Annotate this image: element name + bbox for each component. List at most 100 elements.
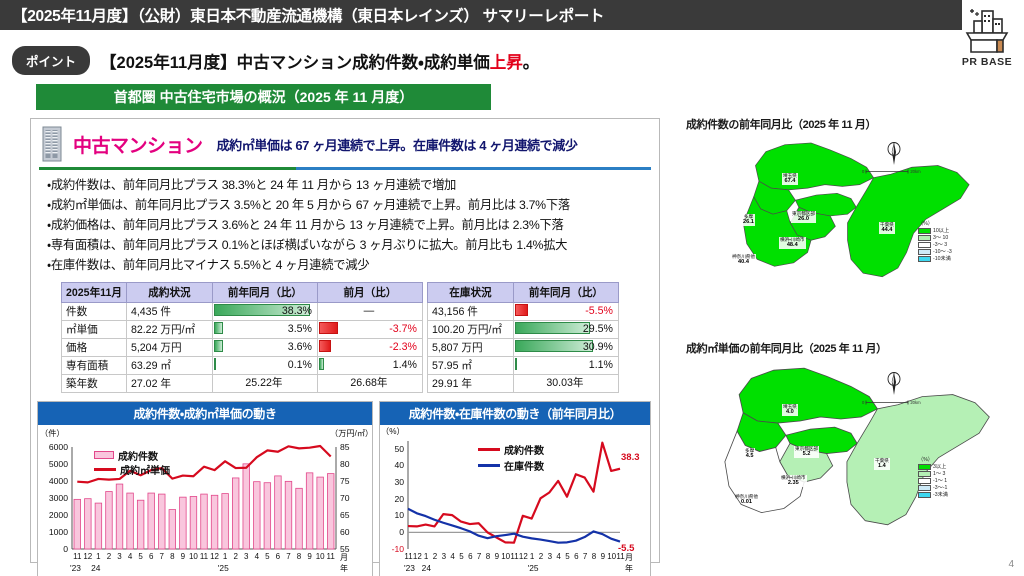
bullet-list: ・成約件数は、前年同月比プラス 38.3%と 24 年 11 月から 13 ヶ月… [31, 170, 659, 276]
legend-label: 10以上 [933, 228, 950, 234]
bar [189, 495, 198, 549]
map-label-2: 東京都区部 5.2 [794, 446, 819, 458]
x-axis-year: 24 [91, 562, 101, 573]
map-label-5: 千葉県 1.4 [874, 458, 890, 470]
col-period: 2025年11月 [61, 281, 127, 303]
x-axis-tick: 3 [441, 551, 447, 561]
map-label-value: 40.4 [738, 259, 749, 266]
panel-title: 中古マンション [73, 135, 203, 157]
table-cell: 30.03年 [512, 373, 619, 393]
value-bar [318, 358, 325, 371]
x-axis-tick: 7 [582, 551, 588, 561]
scale-right: 20km [910, 400, 921, 405]
x-axis-tick: 2 [233, 551, 238, 561]
y-axis-tick: 0 [63, 543, 68, 554]
row-value: 82.22 万円/㎡ [125, 319, 213, 339]
row-label: 価格 [61, 337, 127, 357]
map-label-value: 44.4 [881, 227, 893, 234]
table-row: 価格 5,204 万円 3.6% -2.3% [61, 337, 423, 357]
map-label-name: 神奈川県他 [732, 254, 755, 259]
bar [316, 476, 324, 549]
chart-title: 成約件数・成約㎡単価の動き [38, 401, 372, 425]
cell-value: 30.03年 [546, 376, 584, 389]
cell-value: 3.6% [287, 340, 312, 353]
legend-row-0: 10以上 [918, 227, 952, 234]
y-axis-tick: 0 [399, 526, 404, 537]
bar [295, 487, 303, 549]
x-axis-tick: 11 [73, 551, 82, 561]
chart-title: 成約件数・在庫件数の動き（前年同月比） [380, 401, 650, 425]
map-region-kanagawa [742, 196, 812, 267]
table-cell: 25.22年 [211, 373, 318, 393]
pr-base-logo: PR BASE [956, 2, 1018, 68]
main-panel: 中古マンション 成約㎡単価は 67 ヶ月連続で上昇。在庫件数は 4 ヶ月連続で減… [30, 118, 660, 576]
legend-contracts: 成約件数 [478, 442, 544, 457]
map-label-name: 多摩 [745, 448, 755, 453]
compass-north-icon [886, 372, 902, 401]
x-axis-tick: 1 [222, 551, 228, 561]
row-value: 57.95 ㎡ [426, 355, 514, 375]
bar [284, 480, 293, 549]
value-bar [514, 304, 529, 317]
x-axis-tick: 12 [412, 551, 422, 561]
contract-status-table: 2025年11月 成約状況 前年同月（比） 前月（比） 件数 4,435 件 38.… [61, 281, 423, 393]
cell-value: 1.1% [588, 358, 613, 371]
value-bar [213, 358, 217, 371]
x-axis-year: '25 [527, 562, 539, 573]
map-label-name: 東京都区部 [795, 446, 818, 451]
x-axis-tick: 3 [244, 551, 249, 561]
legend-contracts: 成約件数 [94, 448, 158, 463]
map-label-value: 5.2 [802, 451, 811, 458]
list-item: ・在庫件数は、前年同月比マイナス 5.5%と 4 ヶ月連続で減少 [47, 257, 370, 272]
row-value: 27.02 年 [125, 373, 213, 393]
map-label-name: 埼玉県 [783, 173, 797, 178]
map-canvas: 埼玉県 4.0 多摩 4.5 東京都区部 5.2 横浜・川崎市 2.35 神奈川県他 0.01 千葉… [686, 360, 1016, 538]
line-series-stock [407, 507, 621, 544]
x-axis-tick: 8 [485, 551, 491, 561]
map-title: 成約㎡単価の前年同月比（2025 年 11 月） [686, 343, 887, 355]
x-axis-tick: 11 [326, 551, 335, 561]
table-cell: 26.68年 [316, 373, 423, 393]
map-label-value: 2.35 [787, 480, 799, 487]
cell-value: — [363, 304, 375, 317]
legend-swatch [918, 491, 931, 498]
cell-value: 25.22年 [245, 376, 283, 389]
x-axis-tick: 4 [254, 551, 260, 561]
value-bar [514, 322, 590, 335]
x-axis-tick: 9 [600, 551, 606, 561]
legend-row-0: 3以上 [918, 463, 948, 470]
row-label: ㎡単価 [61, 319, 127, 339]
x-axis-tick: 9 [180, 551, 186, 561]
map-label-value: 0.01 [741, 499, 752, 506]
x-axis-tick: 2 [432, 551, 438, 561]
row-value: 100.20 万円/㎡ [426, 319, 514, 339]
bar [221, 492, 229, 549]
x-axis-tick: 8 [170, 551, 175, 561]
contract-table-body: 件数 4,435 件 38.3% — ㎡単価 82.22 万円/㎡ 3.5% -3.7% 価格 5… [61, 301, 423, 393]
legend-label: -3〜-1 [933, 485, 948, 491]
map-label-0: 埼玉県 4.0 [782, 404, 798, 416]
y-axis-tick: 40 [394, 460, 404, 471]
table-cell: 1.4% [316, 355, 423, 375]
x-axis-tick: 11 [199, 551, 209, 561]
bar [327, 472, 335, 549]
map-label-name: 千葉県 [875, 458, 889, 463]
table-cell: 38.3% [211, 301, 318, 321]
legend-row-2: -1〜 1 [918, 477, 948, 484]
bar [105, 490, 113, 549]
legend-label: -10未満 [933, 256, 951, 262]
bar [84, 497, 92, 549]
x-axis-tick: 10 [315, 551, 325, 561]
x-axis-tick: 12 [518, 551, 528, 561]
legend-swatch [478, 447, 500, 451]
legend-label: -3未満 [933, 492, 948, 498]
bar [242, 462, 250, 549]
panel-header: 中古マンション 成約㎡単価は 67 ヶ月連続で上昇。在庫件数は 4 ヶ月連続で減… [31, 119, 659, 165]
value-bar [213, 304, 310, 317]
map-legend: （%） 3以上 1〜 3 -1〜 1 -3〜-1 -3未満 [918, 456, 948, 498]
y-axis-tick: 6000 [48, 441, 68, 452]
bar [232, 477, 240, 549]
x-axis-tick: 8 [296, 551, 302, 561]
row-value: 4,435 件 [125, 301, 213, 321]
